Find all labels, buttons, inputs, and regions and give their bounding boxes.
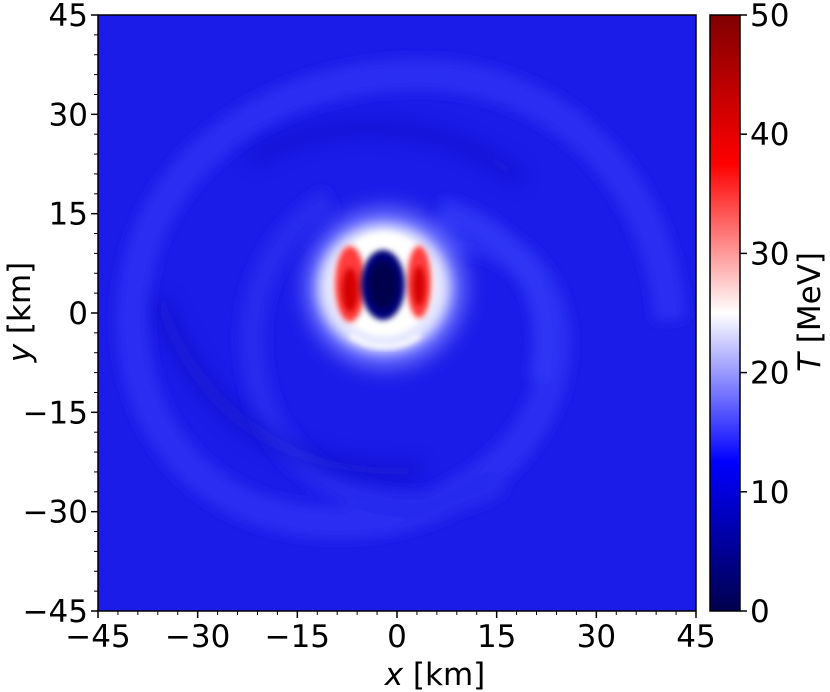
- y-tick-label: −15: [23, 395, 88, 431]
- x-axis-label: x [km]: [384, 657, 486, 692]
- y-tick-label: 0: [68, 296, 88, 332]
- y-tick-label: 45: [49, 0, 88, 34]
- x-tick-label: 0: [387, 619, 407, 655]
- colorbar-label: T [MeV]: [792, 252, 828, 372]
- colorbar-tick-label: 40: [750, 117, 789, 153]
- colorbar-tick-label: 50: [750, 0, 789, 34]
- y-tick-label: −45: [23, 594, 88, 630]
- colorbar: [709, 14, 741, 612]
- x-tick-label: −15: [265, 619, 330, 655]
- dark-streaks: [153, 122, 524, 478]
- y-tick-label: 30: [49, 97, 88, 133]
- x-tick-label: −45: [65, 619, 130, 655]
- x-tick-label: −30: [165, 619, 230, 655]
- y-axis-ticks: −45 −30 −15 0 15 30 45: [23, 0, 98, 630]
- x-tick-label: 15: [477, 619, 516, 655]
- colorbar-tick-label: 10: [750, 475, 789, 511]
- y-axis-label: y [km]: [2, 262, 38, 364]
- spiral-arms: [116, 58, 686, 540]
- x-axis-ticks: −45 −30 −15 0 15 30 45: [65, 611, 716, 655]
- y-tick-label: 15: [49, 197, 88, 233]
- x-tick-label: 30: [577, 619, 616, 655]
- colorbar-ticks: 0 10 20 30 40 50: [740, 0, 789, 630]
- colorbar-tick-label: 30: [750, 236, 789, 272]
- x-tick-label: 45: [676, 619, 715, 655]
- colorbar-tick-label: 0: [750, 594, 770, 630]
- hot-core-region: [305, 208, 465, 368]
- colorbar-tick-label: 20: [750, 356, 789, 392]
- y-tick-label: −30: [23, 495, 88, 531]
- heatmap-plot-area: [98, 15, 696, 611]
